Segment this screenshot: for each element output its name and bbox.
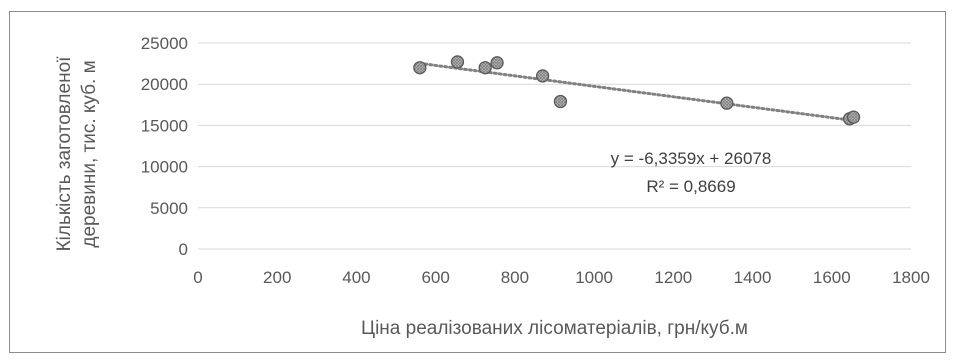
- y-axis-title-line: деревини, тис. куб. м: [79, 60, 100, 247]
- x-tick-label: 800: [501, 268, 529, 287]
- trendline: [418, 61, 856, 123]
- y-tick-label: 25000: [141, 34, 188, 53]
- y-tick-label: 5000: [150, 199, 188, 218]
- y-axis-title-line: Кількість заготовленої: [54, 56, 75, 252]
- y-axis-title: Кількість заготовленої деревини, тис. куб…: [54, 56, 100, 252]
- y-tick-label: 10000: [141, 158, 188, 177]
- trendline-group: [418, 61, 856, 123]
- labels: 0 5000 10000 15000 20000 25000 0 200 400 600 800 10…: [54, 34, 930, 339]
- x-axis-title: Ціна реалізованих лісоматеріалів, грн/ку…: [361, 318, 748, 339]
- y-tick-label: 0: [179, 240, 188, 259]
- data-point: [413, 61, 427, 75]
- data-point: [553, 94, 568, 109]
- trendline-equation: y = -6,3359x + 26078: [611, 149, 772, 168]
- y-tick-label: 20000: [141, 75, 188, 94]
- x-tick-label: 200: [263, 268, 291, 287]
- x-tick-label: 1000: [575, 268, 613, 287]
- data-point: [450, 55, 465, 69]
- x-tick-label: 600: [421, 268, 449, 287]
- data-point: [720, 96, 734, 110]
- x-tick-label: 0: [193, 268, 202, 287]
- x-tick-label: 1200: [654, 268, 692, 287]
- x-tick-label: 400: [342, 268, 370, 287]
- x-tick-label: 1600: [813, 268, 851, 287]
- data-point: [535, 69, 550, 83]
- trendline-r-squared: R² = 0,8669: [646, 177, 735, 196]
- data-point: [490, 56, 504, 70]
- y-tick-label: 15000: [141, 116, 188, 135]
- chart-container: 0 5000 10000 15000 20000 25000 0 200 400 600 800 10…: [9, 11, 946, 353]
- x-tick-label: 1400: [734, 268, 772, 287]
- x-tick-label: 1800: [892, 268, 930, 287]
- data-points: [413, 55, 861, 126]
- chart-svg: 0 5000 10000 15000 20000 25000 0 200 400 600 800 10…: [54, 34, 930, 339]
- gridlines: [198, 42, 911, 209]
- data-point: [478, 61, 492, 75]
- data-point: [846, 110, 861, 124]
